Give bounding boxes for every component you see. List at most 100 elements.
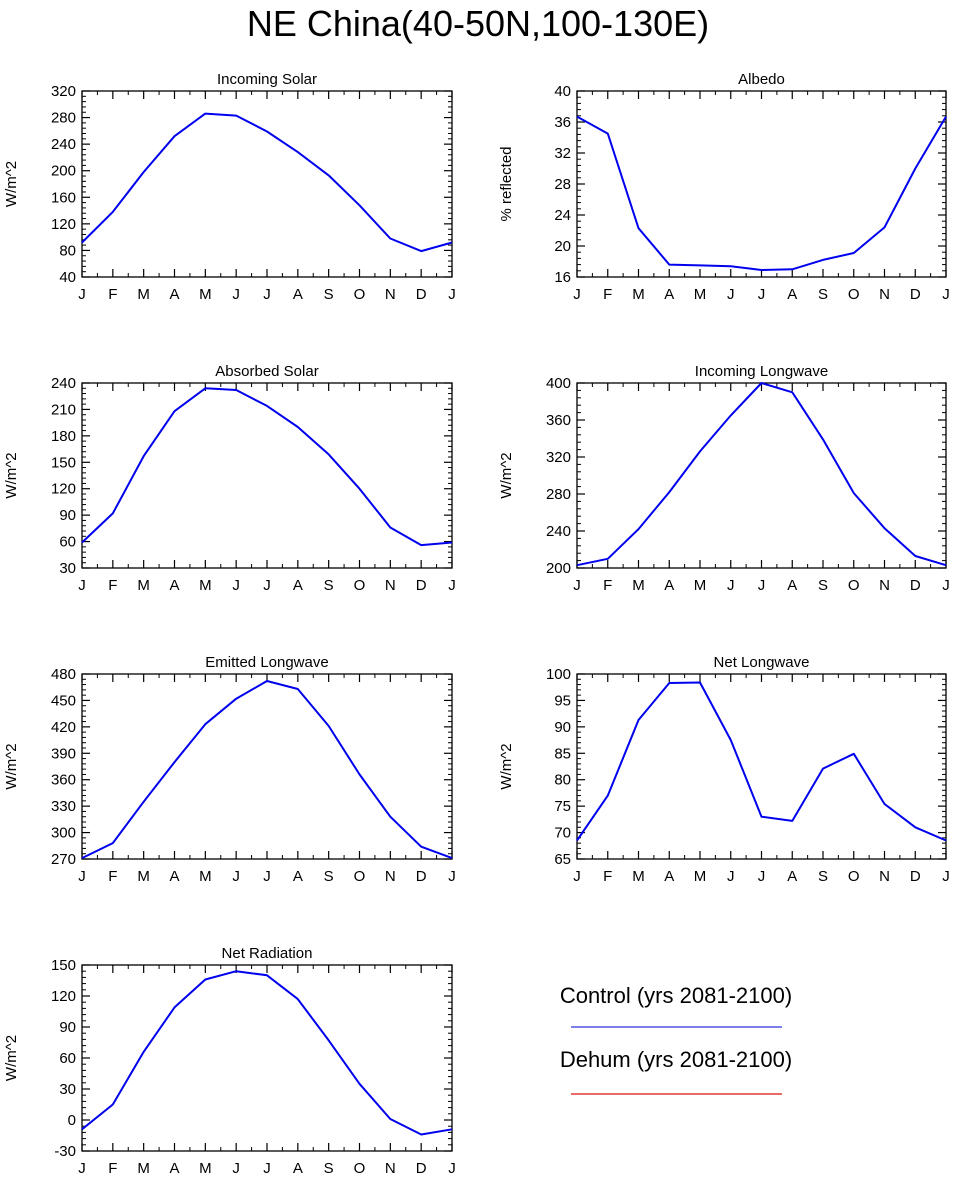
plot-frame [576,673,947,860]
plot-frame [576,90,947,278]
x-tick-label: J [232,577,240,594]
x-tick-label: J [942,868,950,885]
x-tick-label: J [232,1160,240,1177]
x-tick-label: S [324,868,334,885]
y-tick-label: 360 [546,412,571,429]
x-tick-label: D [910,868,921,885]
x-tick-label: A [293,286,303,303]
x-tick-label: N [385,286,396,303]
x-tick-label: J [78,577,86,594]
series-line [576,115,947,271]
y-tick-label: 150 [51,454,76,471]
y-tick-label: 32 [554,145,571,162]
x-tick-label: J [727,868,735,885]
x-tick-label: J [727,577,735,594]
x-tick-label: M [694,868,707,885]
x-tick-label: N [879,868,890,885]
y-tick-label: 280 [51,110,76,127]
y-tick-label: 30 [59,560,76,577]
y-tick-label: 150 [51,957,76,974]
x-tick-label: J [78,868,86,885]
y-tick-label: 65 [554,851,571,868]
x-tick-label: J [263,1160,271,1177]
x-tick-label: O [848,286,860,303]
x-tick-label: J [758,286,766,303]
x-tick-label: M [199,868,212,885]
x-tick-label: J [448,286,456,303]
x-tick-label: A [664,286,674,303]
x-tick-label: A [169,577,179,594]
series-line [576,382,947,567]
y-tick-label: 40 [554,83,571,100]
y-tick-label: 200 [546,560,571,577]
y-tick-label: 240 [546,523,571,540]
legend-label: Dehum (yrs 2081-2100) [560,1047,792,1072]
y-tick-label: 160 [51,189,76,206]
series-line [81,970,453,1136]
y-axis-label: W/m^2 [3,1035,20,1081]
y-axis-label: W/m^2 [498,452,515,498]
y-tick-label: 70 [554,825,571,842]
x-tick-label: M [632,868,645,885]
x-tick-label: J [448,1160,456,1177]
plot-frame [81,90,453,278]
x-tick-label: J [942,577,950,594]
x-tick-label: N [385,1160,396,1177]
y-tick-label: 270 [51,851,76,868]
y-tick-label: 210 [51,401,76,418]
y-tick-label: 400 [546,375,571,392]
y-tick-label: 120 [51,481,76,498]
y-tick-label: 90 [59,1019,76,1036]
x-tick-label: J [263,286,271,303]
x-tick-label: J [263,577,271,594]
x-tick-label: J [758,577,766,594]
x-tick-label: J [573,577,581,594]
plot-frame [81,673,453,860]
x-tick-label: F [108,1160,117,1177]
x-tick-label: M [694,577,707,594]
x-tick-label: M [199,1160,212,1177]
x-tick-label: D [416,868,427,885]
series-line [81,387,453,547]
x-tick-label: M [632,286,645,303]
x-tick-label: J [263,868,271,885]
x-tick-label: F [108,577,117,594]
x-tick-label: S [324,1160,334,1177]
x-tick-label: F [108,286,117,303]
y-tick-label: 95 [554,692,571,709]
x-tick-label: S [818,286,828,303]
x-tick-label: J [573,286,581,303]
y-tick-label: 200 [51,163,76,180]
x-tick-label: M [199,286,212,303]
x-tick-label: F [603,868,612,885]
panel-title: Emitted Longwave [205,654,328,671]
x-tick-label: A [664,577,674,594]
x-tick-label: J [573,868,581,885]
x-tick-label: M [137,868,150,885]
legend-label: Control (yrs 2081-2100) [560,983,792,1008]
x-tick-label: J [758,868,766,885]
y-tick-label: 120 [51,988,76,1005]
plot-frame [81,382,453,569]
x-tick-label: O [354,1160,366,1177]
y-tick-label: 240 [51,375,76,392]
y-axis-label: % reflected [498,146,515,221]
x-tick-label: J [942,286,950,303]
x-tick-label: J [448,577,456,594]
x-tick-label: J [727,286,735,303]
x-tick-label: J [78,286,86,303]
x-tick-label: O [848,577,860,594]
series-line [81,112,453,253]
x-tick-label: M [632,577,645,594]
x-tick-label: A [169,868,179,885]
x-tick-label: A [787,286,797,303]
y-tick-label: 180 [51,428,76,445]
y-axis-label: W/m^2 [3,452,20,498]
x-tick-label: D [416,286,427,303]
y-tick-label: 85 [554,745,571,762]
